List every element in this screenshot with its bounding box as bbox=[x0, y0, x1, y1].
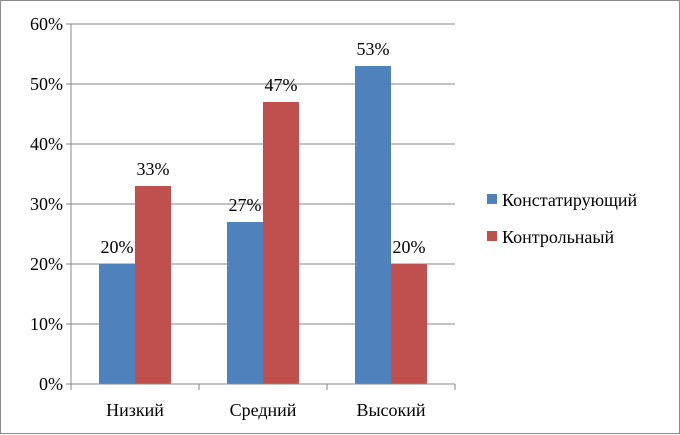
y-tick-label: 20% bbox=[30, 254, 63, 274]
bar-kontrolnyy bbox=[391, 264, 427, 384]
legend-swatch bbox=[487, 231, 497, 241]
y-tick-label: 10% bbox=[30, 314, 63, 334]
y-tick-label: 40% bbox=[30, 134, 63, 154]
axes bbox=[66, 23, 456, 390]
legend-label: Контрольнаый bbox=[502, 227, 614, 247]
data-label: 20% bbox=[101, 237, 134, 257]
x-tick-label: Низкий bbox=[106, 400, 164, 420]
data-label: 27% bbox=[229, 195, 262, 215]
y-axis-ticks: 0% 10% 20% 30% 40% 50% 60% bbox=[30, 14, 63, 394]
data-labels: 20% 33% 27% 47% 53% 20% bbox=[101, 39, 426, 257]
bar-kontrolnyy bbox=[263, 102, 299, 384]
legend: Констатирующий Контрольнаый bbox=[487, 190, 638, 247]
x-axis-ticks: Низкий Средний Высокий bbox=[106, 400, 426, 420]
y-tick-label: 0% bbox=[39, 374, 63, 394]
data-label: 53% bbox=[357, 39, 390, 59]
legend-label: Констатирующий bbox=[502, 190, 638, 210]
bar-konstatiruyushchiy bbox=[355, 66, 391, 384]
bar-kontrolnyy bbox=[135, 186, 171, 384]
y-tick-label: 30% bbox=[30, 194, 63, 214]
bar-konstatiruyushchiy bbox=[227, 222, 263, 384]
y-tick-label: 50% bbox=[30, 74, 63, 94]
y-tick-label: 60% bbox=[30, 14, 63, 34]
data-label: 33% bbox=[137, 159, 170, 179]
x-tick-label: Высокий bbox=[356, 400, 425, 420]
data-label: 20% bbox=[393, 237, 426, 257]
bars bbox=[99, 66, 427, 384]
x-tick-label: Средний bbox=[230, 400, 297, 420]
data-label: 47% bbox=[265, 75, 298, 95]
bar-konstatiruyushchiy bbox=[99, 264, 135, 384]
legend-swatch bbox=[487, 194, 497, 204]
